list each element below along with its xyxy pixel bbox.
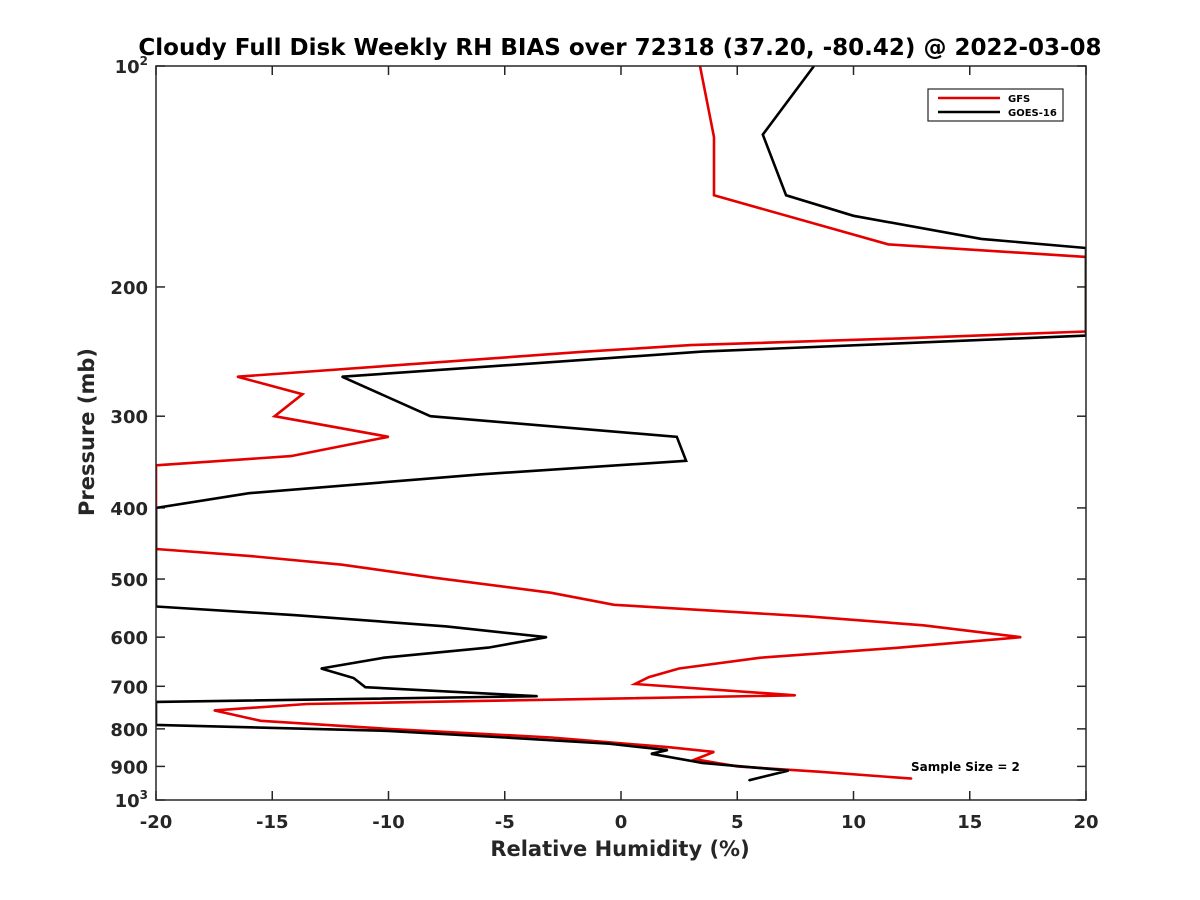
data-point <box>273 415 276 418</box>
data-point <box>487 646 490 649</box>
data-point <box>694 758 697 761</box>
x-tick-label: -5 <box>495 812 515 833</box>
sample-size-annotation: Sample Size = 2 <box>911 760 1020 774</box>
y-tick-label: 600 <box>110 628 148 649</box>
data-point <box>648 676 650 678</box>
data-point <box>922 624 925 627</box>
chart-title: Cloudy Full Disk Weekly RH BIAS over 723… <box>138 35 1101 61</box>
data-point <box>666 749 669 751</box>
data-point <box>434 576 436 579</box>
x-tick-label: 10 <box>841 812 866 833</box>
data-point <box>550 591 553 594</box>
data-point <box>536 695 539 697</box>
data-point <box>503 736 506 739</box>
y-axis-ticks: 102 200 300 400 500 600 700 800 900 103 <box>110 54 1086 812</box>
data-point <box>248 492 250 495</box>
data-point <box>341 563 343 566</box>
data-point <box>748 779 750 782</box>
data-point <box>341 375 343 378</box>
data-point <box>701 762 704 764</box>
data-point <box>364 686 367 689</box>
data-point <box>759 656 762 659</box>
data-point <box>387 728 390 730</box>
data-point <box>852 215 855 217</box>
data-point <box>650 752 653 755</box>
data-point <box>806 615 808 618</box>
x-tick-label: -20 <box>140 812 173 833</box>
legend-label: GOES-16 <box>1008 108 1057 119</box>
data-point <box>887 243 890 246</box>
data-point <box>248 555 250 557</box>
data-point <box>236 375 239 378</box>
y-tick-label: 700 <box>110 677 148 698</box>
plot-frame <box>155 65 1087 801</box>
data-point <box>689 344 692 346</box>
data-point <box>634 683 636 685</box>
x-tick-label: 5 <box>731 812 744 833</box>
series-layer <box>156 66 1086 782</box>
legend: GFS GOES-16 <box>927 88 1064 122</box>
data-point <box>294 614 297 616</box>
data-point <box>713 194 715 197</box>
data-point <box>787 769 790 772</box>
x-tick-label: 15 <box>957 812 982 833</box>
data-point <box>701 350 704 353</box>
x-tick-label: 0 <box>615 812 628 833</box>
data-point <box>713 136 715 138</box>
legend-box <box>927 88 1064 122</box>
y-tick-label: 103 <box>115 788 148 812</box>
y-tick-label: 400 <box>110 499 148 520</box>
x-tick-label: 20 <box>1073 812 1098 833</box>
legend-label: GFS <box>1008 94 1030 105</box>
data-point <box>545 636 548 638</box>
data-point <box>762 133 764 136</box>
data-point <box>301 393 304 396</box>
data-point <box>685 459 687 462</box>
data-point <box>352 677 355 679</box>
data-point <box>678 667 680 670</box>
data-point <box>445 625 448 628</box>
data-point <box>794 694 797 697</box>
data-point <box>383 656 385 659</box>
data-point <box>387 435 390 438</box>
x-axis-label: Relative Humidity (%) <box>490 837 749 861</box>
data-point <box>306 703 308 705</box>
data-point <box>666 746 669 748</box>
data-point <box>613 603 615 606</box>
data-point <box>387 730 390 732</box>
x-tick-label: -15 <box>256 812 289 833</box>
y-tick-label: 102 <box>115 54 148 78</box>
x-axis-ticks: -20 -15 -10 -5 0 5 10 15 20 <box>140 66 1099 833</box>
y-tick-label: 300 <box>110 407 148 428</box>
data-point <box>785 194 787 197</box>
y-tick-label: 800 <box>110 720 148 741</box>
y-axis-label: Pressure (mb) <box>75 348 99 516</box>
data-point <box>899 646 901 649</box>
data-point <box>899 337 901 340</box>
y-tick-label: 200 <box>110 278 148 299</box>
x-tick-label: -10 <box>372 812 405 833</box>
data-point <box>480 473 483 476</box>
data-point <box>429 415 432 418</box>
data-point <box>676 435 678 438</box>
data-point <box>608 742 611 745</box>
data-point <box>713 751 715 753</box>
data-point <box>290 455 292 457</box>
series-line <box>156 66 1086 780</box>
data-point <box>817 770 820 773</box>
data-point <box>980 238 983 240</box>
data-point <box>585 350 587 353</box>
y-tick-label: 500 <box>110 570 148 591</box>
data-point <box>1020 636 1022 638</box>
data-point <box>550 736 553 739</box>
y-tick-label: 900 <box>110 757 148 778</box>
data-point <box>320 667 322 670</box>
data-point <box>213 709 215 712</box>
data-point <box>910 777 913 780</box>
data-point <box>259 719 262 722</box>
